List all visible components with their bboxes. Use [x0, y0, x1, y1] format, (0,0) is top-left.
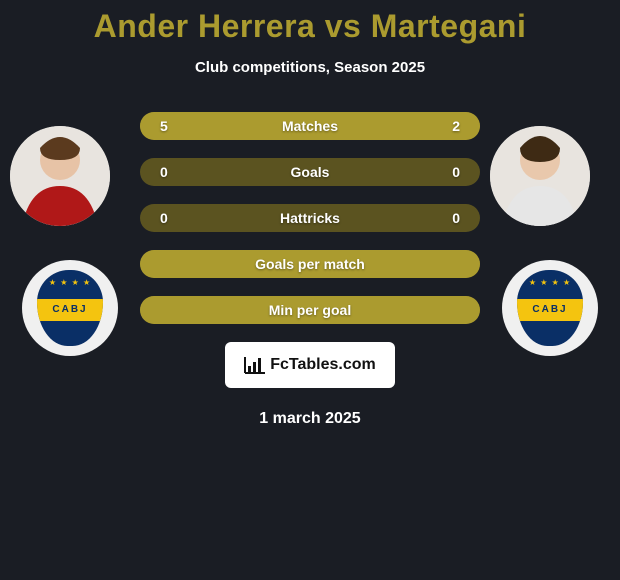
stat-bar: Goals per match: [140, 250, 480, 278]
page-title: Ander Herrera vs Martegani: [0, 8, 620, 45]
stat-bar: 0Goals0: [140, 158, 480, 186]
stat-bar: 0Hattricks0: [140, 204, 480, 232]
stat-name: Hattricks: [140, 210, 480, 226]
team-left-crest: ★ ★ ★ ★ CABJ: [22, 260, 118, 356]
player-right-avatar: [490, 126, 590, 226]
stat-name: Min per goal: [140, 302, 480, 318]
branding-badge: FcTables.com: [225, 342, 395, 388]
subtitle: Club competitions, Season 2025: [0, 59, 620, 76]
stat-name: Goals per match: [140, 256, 480, 272]
stat-bar: 5Matches2: [140, 112, 480, 140]
stat-bar: Min per goal: [140, 296, 480, 324]
date-label: 1 march 2025: [0, 410, 620, 428]
stat-name: Goals: [140, 164, 480, 180]
player-left-avatar: [10, 126, 110, 226]
crest-text: CABJ: [37, 299, 103, 321]
stats-panel: 5Matches2 0Goals0 0Hattricks0 Goals per mat…: [140, 112, 480, 324]
team-right-crest: ★ ★ ★ ★ CABJ: [502, 260, 598, 356]
chart-icon: [244, 356, 266, 374]
stat-name: Matches: [140, 118, 480, 134]
branding-text: FcTables.com: [270, 356, 376, 374]
crest-text: CABJ: [517, 299, 583, 321]
